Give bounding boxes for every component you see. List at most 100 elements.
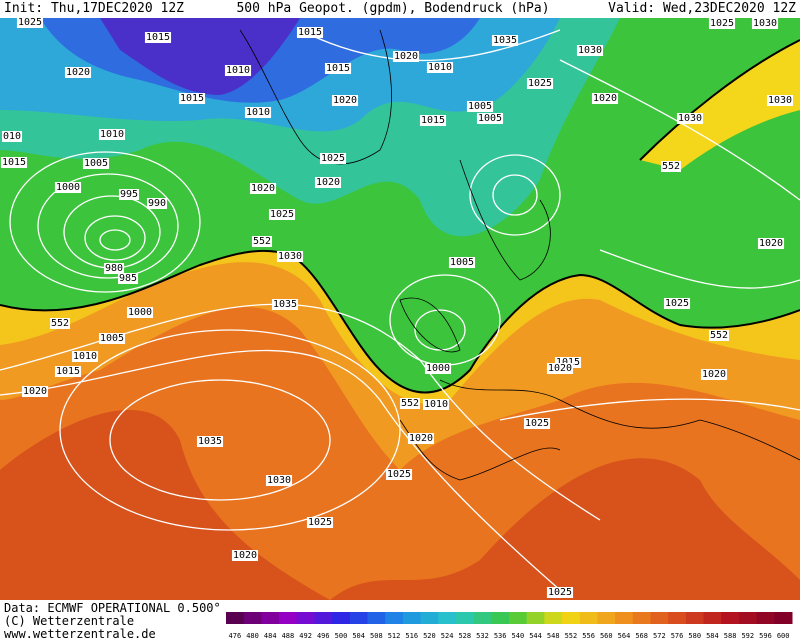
isobar-label-bg [757,238,785,249]
isobar-label-bg [16,17,44,28]
isobar-label: 1030 [267,475,291,486]
colorbar-label: 548 [547,632,560,640]
isobar-label-bg [21,386,49,397]
footer-url: www.wetterzentrale.de [4,627,156,641]
isobar-label-bg [268,209,296,220]
isobar-label: 1000 [426,363,450,374]
isobar-label: 1020 [759,238,783,249]
isobar-label: 1005 [100,333,124,344]
contour-552 [0,249,800,394]
colorbar-swatch [738,612,758,624]
isobar-label: 1030 [768,95,792,106]
colorbar-label: 552 [565,632,578,640]
isobar-label: 1025 [528,78,552,89]
isobar-label: 1005 [84,158,108,169]
colorbar-swatch [349,612,368,624]
isobar-label-bg [82,158,110,169]
isobar-label-bg [424,363,452,374]
isobar-label-bg [271,299,299,310]
isobar-label-bg [54,182,82,193]
isobar-label: 1005 [450,257,474,268]
geopotential-label: 552 [253,236,271,247]
colorbar-swatch [668,612,687,624]
colorbar-label: 484 [264,632,277,640]
init-label: Init: Thu,17DEC2020 12Z [4,1,184,16]
isobar-label: 1015 [2,157,26,168]
colorbar-swatch [579,612,598,624]
isobar-label-bg [178,93,206,104]
colorbar-label: 500 [335,632,348,640]
isobar-label-bg [407,433,435,444]
isobar-label-bg [523,418,551,429]
isobar-label-bg [224,65,252,76]
colorbar-swatch [721,612,740,624]
isobar-label-bg [385,469,413,480]
contour-552 [639,39,800,161]
colorbar-label: 504 [352,632,365,640]
isobar-label: 1025 [710,18,734,29]
colorbar-label: 588 [724,632,737,640]
isobar-label-bg [306,517,334,528]
isobar-label: 1000 [128,307,152,318]
isobar-label-bg [231,550,259,561]
colorbar-swatch [261,612,280,624]
colorbar-swatch [597,612,616,624]
isobar-label: 1020 [316,177,340,188]
colorbar-swatch [491,612,510,624]
isobar-label-bg [324,63,352,74]
isobar-label: 1020 [333,95,357,106]
footer-data: Data: ECMWF OPERATIONAL 0.500° [4,601,221,615]
colorbar-swatch [615,612,634,624]
isobar-label-bg [71,351,99,362]
isobar-label-bg [663,298,691,309]
colorbar-label: 512 [388,632,401,640]
isobar-label: 1020 [548,363,572,374]
isobar-label: 1035 [493,35,517,46]
isobar-label-bg [265,475,293,486]
colorbar-label: 580 [688,632,701,640]
isobar-label: 1010 [226,65,250,76]
isobar-label: 1025 [308,517,332,528]
isobar-label-bg [319,153,347,164]
colorbar-swatch [544,612,563,624]
isobar-label: 1035 [198,436,222,447]
colorbar-label: 596 [759,632,772,640]
colorbar-label: 556 [582,632,595,640]
isobar-label-bg [196,436,224,447]
isobar-label: 1025 [665,298,689,309]
isobar-label-bg [546,363,574,374]
geopotential-label: 552 [710,330,728,341]
isobar-label: 1005 [468,101,492,112]
colorbar-label: 476 [229,632,242,640]
colorbar-label: 488 [282,632,295,640]
colorbar-swatch [279,612,298,624]
colorbar-label: 516 [405,632,418,640]
isobar-label-bg [751,18,779,29]
colorbar-label: 560 [600,632,613,640]
isobar-label: 990 [148,198,166,209]
isobar-label: 1030 [753,18,777,29]
colorbar-swatch [509,612,528,624]
title: 500 hPa Geopot. (gpdm), Bodendruck (hPa) [236,1,549,16]
isobar-label-bg [392,51,420,62]
isobar-label: 1020 [23,386,47,397]
isobar-label-bg [554,357,582,368]
isobar-label-bg [426,62,454,73]
isobar-label-bg [54,366,82,377]
colorbar-swatch [226,612,245,624]
isobar-label: 1015 [556,357,580,368]
colorbar-swatch [367,612,386,624]
isobar-label-bg [331,95,359,106]
isobar-label: 1005 [478,113,502,124]
geopotential-label: 552 [51,318,69,329]
isobar-label-bg [144,32,172,43]
colorbar-swatch [332,612,351,624]
isobar-label-bg [249,183,277,194]
colorbar-swatch [632,612,651,624]
isobar-label: 1015 [298,27,322,38]
isobar-label-bg [422,399,450,410]
isobar-label-bg [98,333,126,344]
isobar-label-bg [448,257,476,268]
